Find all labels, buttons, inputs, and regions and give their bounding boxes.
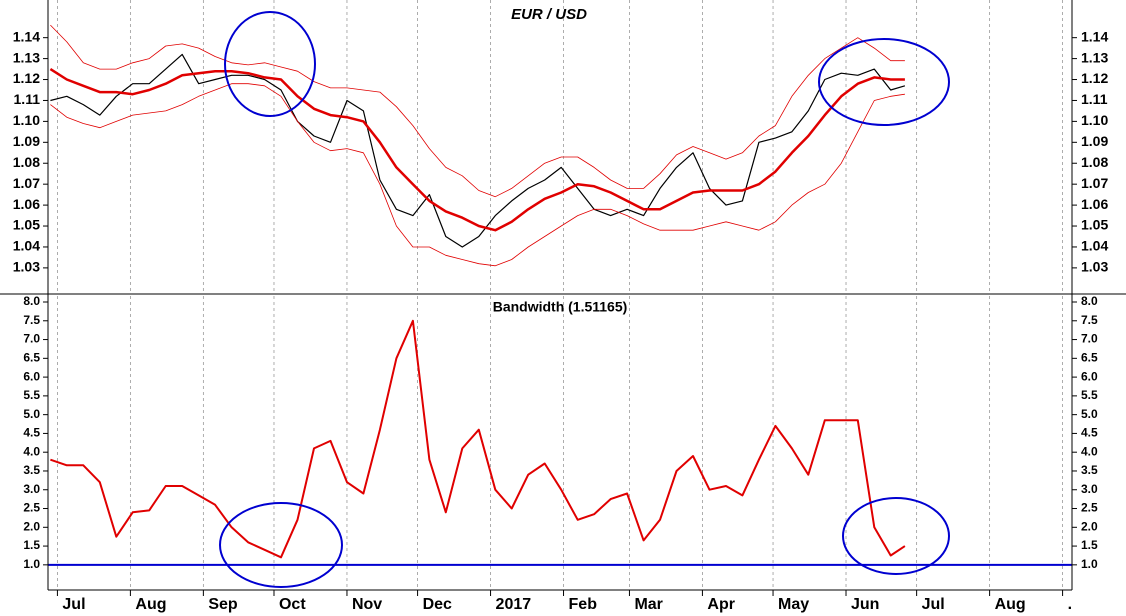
y-tick-label: 6.0 (1081, 369, 1098, 383)
y-tick-label: 1.04 (13, 238, 40, 254)
y-tick-label: 1.08 (13, 154, 40, 170)
x-tick-label: Jun (851, 596, 879, 613)
y-tick-label: 1.12 (1081, 70, 1108, 86)
highlight-ellipse (219, 502, 343, 588)
y-tick-label: 4.0 (1081, 444, 1098, 458)
y-tick-label: 3.5 (1081, 463, 1098, 477)
y-tick-label: 8.0 (23, 294, 40, 308)
y-tick-label: 3.0 (1081, 482, 1098, 496)
y-tick-label: 1.10 (13, 112, 40, 128)
x-tick-label: May (778, 596, 809, 613)
y-tick-label: 1.05 (1081, 217, 1108, 233)
x-tick-label: Jul (922, 596, 945, 613)
y-tick-label: 2.0 (23, 519, 40, 533)
y-tick-label: 1.08 (1081, 154, 1108, 170)
y-tick-label: 1.06 (1081, 196, 1108, 212)
y-tick-label: 7.0 (1081, 332, 1098, 346)
x-tick-label: Apr (707, 596, 735, 613)
y-tick-label: 1.07 (13, 175, 40, 191)
y-tick-label: 5.0 (1081, 407, 1098, 421)
x-tick-label: Mar (634, 596, 662, 613)
y-tick-label: 5.5 (1081, 388, 1098, 402)
y-tick-label: 1.13 (13, 49, 40, 65)
y-tick-label: 1.07 (1081, 175, 1108, 191)
y-tick-label: 1.10 (1081, 112, 1108, 128)
y-tick-label: 5.5 (23, 388, 40, 402)
y-tick-label: 7.0 (23, 332, 40, 346)
x-tick-label: Sep (208, 596, 238, 613)
y-tick-label: 1.5 (1081, 538, 1098, 552)
y-tick-label: 3.0 (23, 482, 40, 496)
y-tick-label: 1.0 (23, 557, 40, 571)
x-tick-label: 2017 (496, 596, 532, 613)
y-tick-label: 6.5 (23, 351, 40, 365)
y-tick-label: 1.14 (13, 28, 40, 44)
y-tick-label: 4.5 (1081, 426, 1098, 440)
y-tick-label: 1.03 (1081, 259, 1108, 275)
y-tick-label: 2.5 (1081, 501, 1098, 515)
y-tick-label: 4.0 (23, 444, 40, 458)
highlight-ellipse (224, 11, 316, 117)
x-tick-label: Aug (135, 596, 166, 613)
y-tick-label: 2.0 (1081, 519, 1098, 533)
x-tick-label: Aug (995, 596, 1026, 613)
y-tick-label: 8.0 (1081, 294, 1098, 308)
y-tick-label: 1.14 (1081, 28, 1108, 44)
y-tick-label: 1.09 (13, 133, 40, 149)
y-tick-label: 1.05 (13, 217, 40, 233)
y-tick-label: 1.0 (1081, 557, 1098, 571)
y-tick-label: 5.0 (23, 407, 40, 421)
series-line (50, 319, 906, 559)
y-tick-label: 1.06 (13, 196, 40, 212)
chart-title: EUR / USD (511, 6, 587, 23)
panel-title: Bandwidth (1.51165) (493, 299, 628, 315)
x-tick-label: Jul (62, 596, 85, 613)
plot-layer: 1.03 1.031.04 1.041.05 1.051.06 1.061.07 1.07… (13, 0, 1108, 613)
x-tick-label: Nov (352, 596, 382, 613)
x-tick-label: Oct (279, 596, 306, 613)
y-tick-label: 1.5 (23, 538, 40, 552)
y-tick-label: 4.5 (23, 426, 40, 440)
x-tick-label: . (1068, 596, 1072, 613)
series-line (50, 83, 905, 267)
y-tick-label: 1.09 (1081, 133, 1108, 149)
y-tick-label: 2.5 (23, 501, 40, 515)
x-tick-label: Feb (569, 596, 598, 613)
y-tick-label: 1.04 (1081, 238, 1108, 254)
y-tick-label: 6.0 (23, 369, 40, 383)
highlight-ellipse (842, 497, 950, 575)
series-line (49, 68, 905, 232)
highlight-ellipse (818, 38, 950, 126)
y-tick-label: 1.11 (1081, 91, 1108, 107)
y-tick-label: 1.12 (13, 70, 40, 86)
y-tick-label: 6.5 (1081, 351, 1098, 365)
y-tick-label: 7.5 (1081, 313, 1098, 327)
y-tick-label: 1.11 (14, 91, 41, 107)
y-tick-label: 3.5 (23, 463, 40, 477)
y-tick-label: 1.13 (1081, 49, 1108, 65)
y-tick-label: 1.03 (13, 259, 40, 275)
x-tick-label: Dec (423, 596, 452, 613)
y-tick-label: 7.5 (23, 313, 40, 327)
series-line (50, 24, 905, 198)
